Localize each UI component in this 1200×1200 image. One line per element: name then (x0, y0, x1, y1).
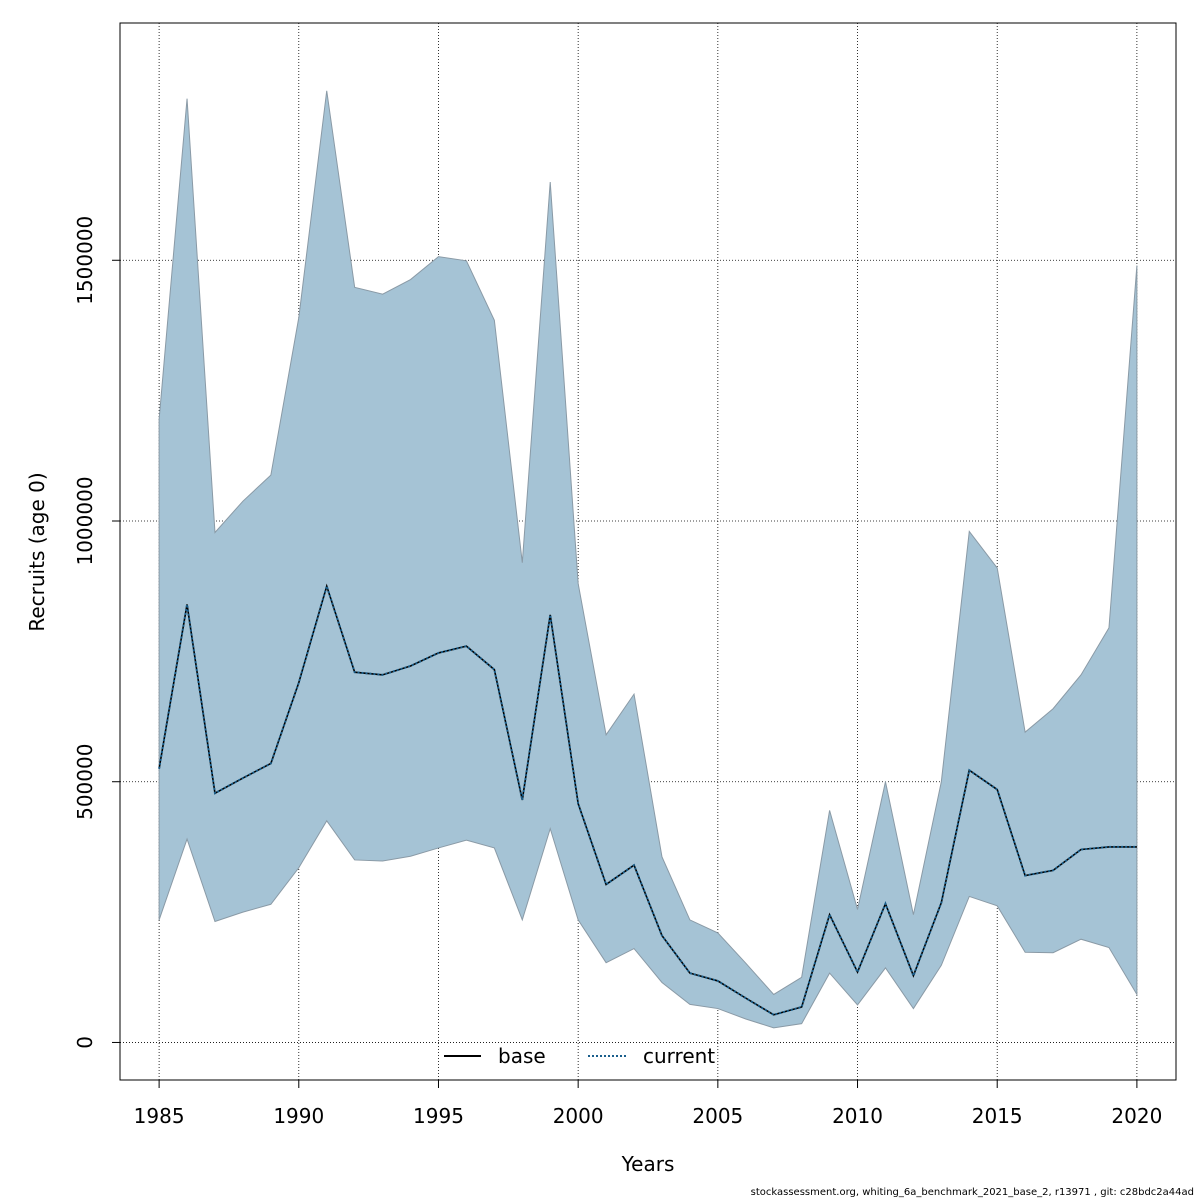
x-tick-label-1985: 1985 (134, 1104, 185, 1128)
x-axis-title: Years (621, 1152, 675, 1176)
series-lines-layer (158, 582, 1137, 1016)
x-axis: 1985 1990 1995 2000 2005 2010 2015 2020 (134, 1079, 1162, 1128)
y-tick-label-1500000: 1500000 (73, 216, 97, 305)
x-tick-label-2020: 2020 (1111, 1104, 1162, 1128)
y-axis: 0 500000 1000000 1500000 (73, 216, 121, 1049)
confidence-band (158, 90, 1138, 1029)
confidence-band-layer (158, 90, 1138, 1029)
legend: base current (444, 1044, 715, 1068)
y-tick-label-0: 0 (73, 1036, 97, 1049)
legend-base-label: base (498, 1044, 546, 1068)
x-tick-label-2015: 2015 (972, 1104, 1023, 1128)
series-line-current (158, 582, 1137, 1016)
x-tick-label-2005: 2005 (692, 1104, 743, 1128)
y-tick-label-1000000: 1000000 (73, 476, 97, 565)
x-tick-label-2000: 2000 (553, 1104, 604, 1128)
y-axis-title: Recruits (age 0) (25, 472, 49, 631)
x-tick-label-1990: 1990 (273, 1104, 324, 1128)
x-tick-label-2010: 2010 (832, 1104, 883, 1128)
x-tick-label-1995: 1995 (413, 1104, 464, 1128)
y-tick-label-500000: 500000 (73, 744, 97, 820)
footnote: stockassessment.org, whiting_6a_benchmar… (750, 1187, 1194, 1198)
legend-current-label: current (643, 1044, 715, 1068)
